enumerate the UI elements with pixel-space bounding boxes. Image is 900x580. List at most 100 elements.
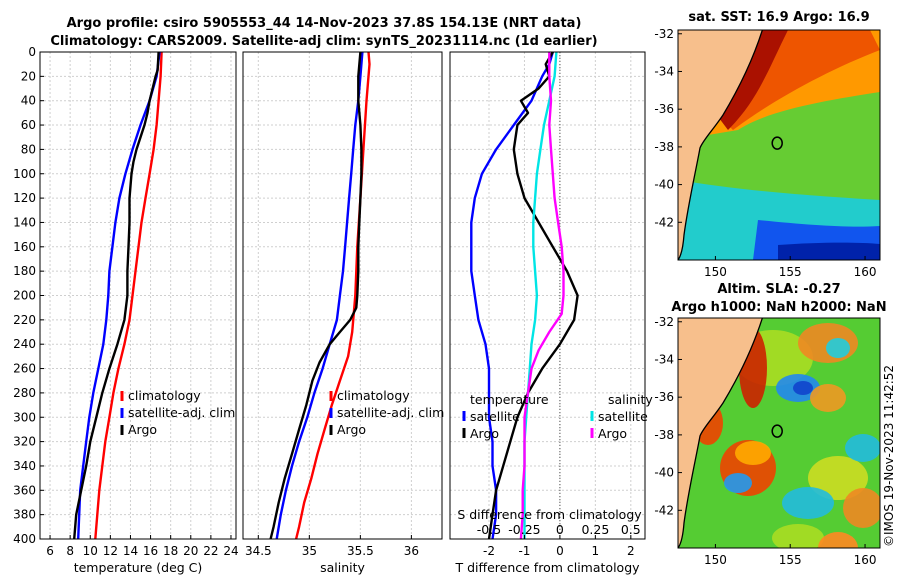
ytick-label: 200 [13,289,36,303]
sla-map-ytick-label: -32 [654,315,674,329]
sst-map-ytick-label: -38 [654,140,674,154]
sst-map-ytick-label: -36 [654,102,674,116]
sla-map-ytick-label: -40 [654,466,674,480]
temp-legend-label: climatology [128,388,201,403]
ytick-label: 240 [13,337,36,351]
ytick-label: 360 [13,483,36,497]
sla-anomaly-patch [735,441,771,465]
sla-map-xtick-label: 160 [854,553,877,567]
ytick-label: 340 [13,459,36,473]
ytick-label: 120 [13,191,36,205]
temp-xtick-label: 6 [46,544,54,558]
diff-xtick-label: -1 [518,544,530,558]
sla-land [678,318,764,548]
sst-map-title: sat. SST: 16.9 Argo: 16.9 [688,10,870,25]
diff-secondary-xtick-label: 0.5 [621,522,641,537]
temp-xtick-label: 10 [83,544,98,558]
sst-map-layers [678,30,880,260]
diff-secondary-xlabel: S difference from climatology [457,507,642,522]
sal-legend-label: Argo [337,422,366,437]
ytick-label: 320 [13,435,36,449]
diff-secondary-xtick-label: 0 [556,522,564,537]
ytick-label: 60 [21,118,36,132]
sla-map-frame [677,317,881,549]
sst-map-xtick-label: 155 [779,265,802,279]
sal-legend-label: satellite-adj. clim [337,405,444,420]
sla-map-title-line2: Argo h1000: NaN h2000: NaN [671,300,887,315]
sal-legend-label: climatology [337,388,410,403]
temp-xtick-label: 16 [143,544,158,558]
temp-xtick-label: 20 [183,544,198,558]
sst-coldest-band [778,242,880,260]
sal-xtick-label: 36 [404,544,419,558]
temp-xtick-label: 22 [203,544,218,558]
sst-map-xtick-label: 150 [704,265,727,279]
figure-title-line2: Climatology: CARS2009. Satellite-adj cli… [50,34,598,49]
ytick-label: 220 [13,313,36,327]
sst-land [678,30,764,260]
diff-legend-temp-label: Argo [470,426,499,441]
temp-xlabel: temperature (deg C) [74,560,203,575]
diff-xtick-label: 1 [592,544,600,558]
sla-map-ytick-label: -36 [654,390,674,404]
diff-xtick-label: 0 [556,544,564,558]
diff-legend-sal-title: salinity [608,392,653,407]
ytick-label: 300 [13,410,36,424]
sla-float-marker [771,424,783,438]
sal-series-argo [269,51,363,540]
credit-label: ©IMOS 19-Nov-2023 11:42:52 [882,364,896,547]
ytick-label: 140 [13,215,36,229]
diff-series-temperature-satellite [470,51,554,540]
temp-xtick-label: 8 [66,544,74,558]
sla-anomaly-patch [808,456,868,500]
diff-legend-temp-label: satellite [470,409,520,424]
ytick-label: 160 [13,240,36,254]
sst-map-xtick-label: 160 [854,265,877,279]
sal-xtick-label: 34.5 [245,544,272,558]
temp-xtick-label: 12 [103,544,118,558]
temp-series-climatology [94,51,163,540]
diff-xlabel: T difference from climatology [454,560,640,575]
diff-xtick-label: 2 [627,544,635,558]
sla-anomaly-patch [772,524,824,548]
ytick-label: 280 [13,386,36,400]
sst-map [677,29,881,261]
sla-map-xtick-label: 150 [704,553,727,567]
ytick-label: 20 [21,69,36,83]
diff-secondary-xtick-label: -0.25 [508,522,540,537]
ytick-label: 100 [13,167,36,181]
temp-series-satellite-adj-clim [77,51,161,540]
sal-series-satellite-adj-clim [275,51,364,540]
sal-axes-frame [242,51,443,540]
diff-secondary-xtick-label: 0.25 [581,522,609,537]
sst-map-ytick-label: -40 [654,178,674,192]
ytick-label: 260 [13,362,36,376]
temp-xtick-label: 18 [163,544,178,558]
diff-legend-sal-label: Argo [598,426,627,441]
diff-secondary-xtick-label: -0.5 [477,522,501,537]
diff-legend-sal-label: satellite [598,409,648,424]
sla-anomaly-patch [826,338,850,358]
temp-legend-label: Argo [128,422,157,437]
sla-anomaly-patch [724,473,752,493]
sla-anomaly-patch [810,384,846,412]
ytick-label: 80 [21,142,36,156]
sla-anomaly-patch [845,434,880,462]
sla-anomaly-patch [818,532,858,548]
diff-series-temperature-argo [487,51,579,540]
diff-xtick-label: -2 [483,544,495,558]
sla-map-ytick-label: -34 [654,352,674,366]
ytick-label: 380 [13,508,36,522]
sla-anomaly-patch [793,381,813,395]
sla-map-ytick-label: -42 [654,503,674,517]
temp-xtick-label: 14 [123,544,138,558]
temp-xtick-label: 24 [223,544,238,558]
sst-float-marker [771,136,783,150]
temp-legend-label: satellite-adj. clim [128,405,235,420]
diff-series-salinity-argo [519,52,565,540]
ytick-label: 180 [13,264,36,278]
sla-map-title-line1: Altim. SLA: -0.27 [717,282,841,297]
diff-axes-frame [449,51,646,540]
sal-series-climatology [294,51,371,540]
sla-map-layers [678,318,880,548]
